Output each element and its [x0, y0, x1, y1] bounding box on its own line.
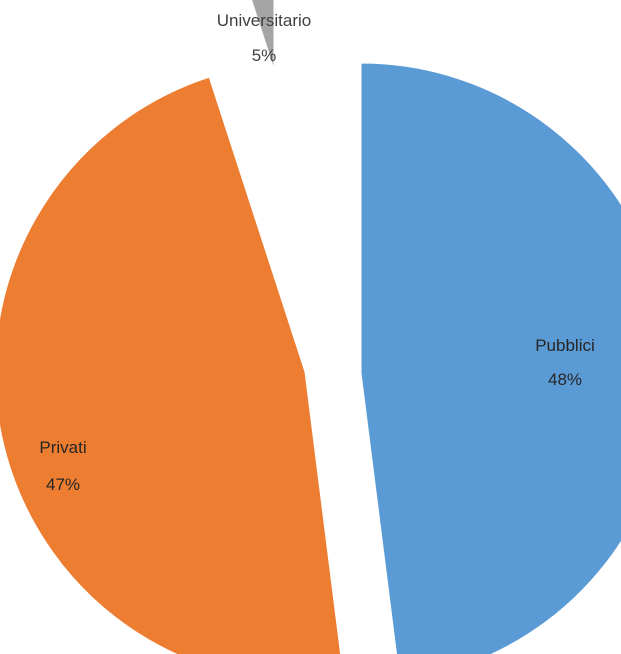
label-pubblici-name: Pubblici — [535, 336, 595, 355]
label-pubblici-value: 48% — [548, 370, 582, 389]
label-universitario-name: Universitario — [217, 11, 311, 30]
pie-slice-privati — [0, 76, 342, 654]
pie-slice-pubblici — [360, 62, 621, 654]
label-universitario-value: 5% — [252, 46, 277, 65]
label-privati-value: 47% — [46, 475, 80, 494]
pie-slice-universitario — [251, 0, 275, 70]
label-privati-name: Privati — [39, 438, 86, 457]
pie-labels: Pubblici 48% Privati 47% Universitario 5… — [39, 11, 594, 494]
